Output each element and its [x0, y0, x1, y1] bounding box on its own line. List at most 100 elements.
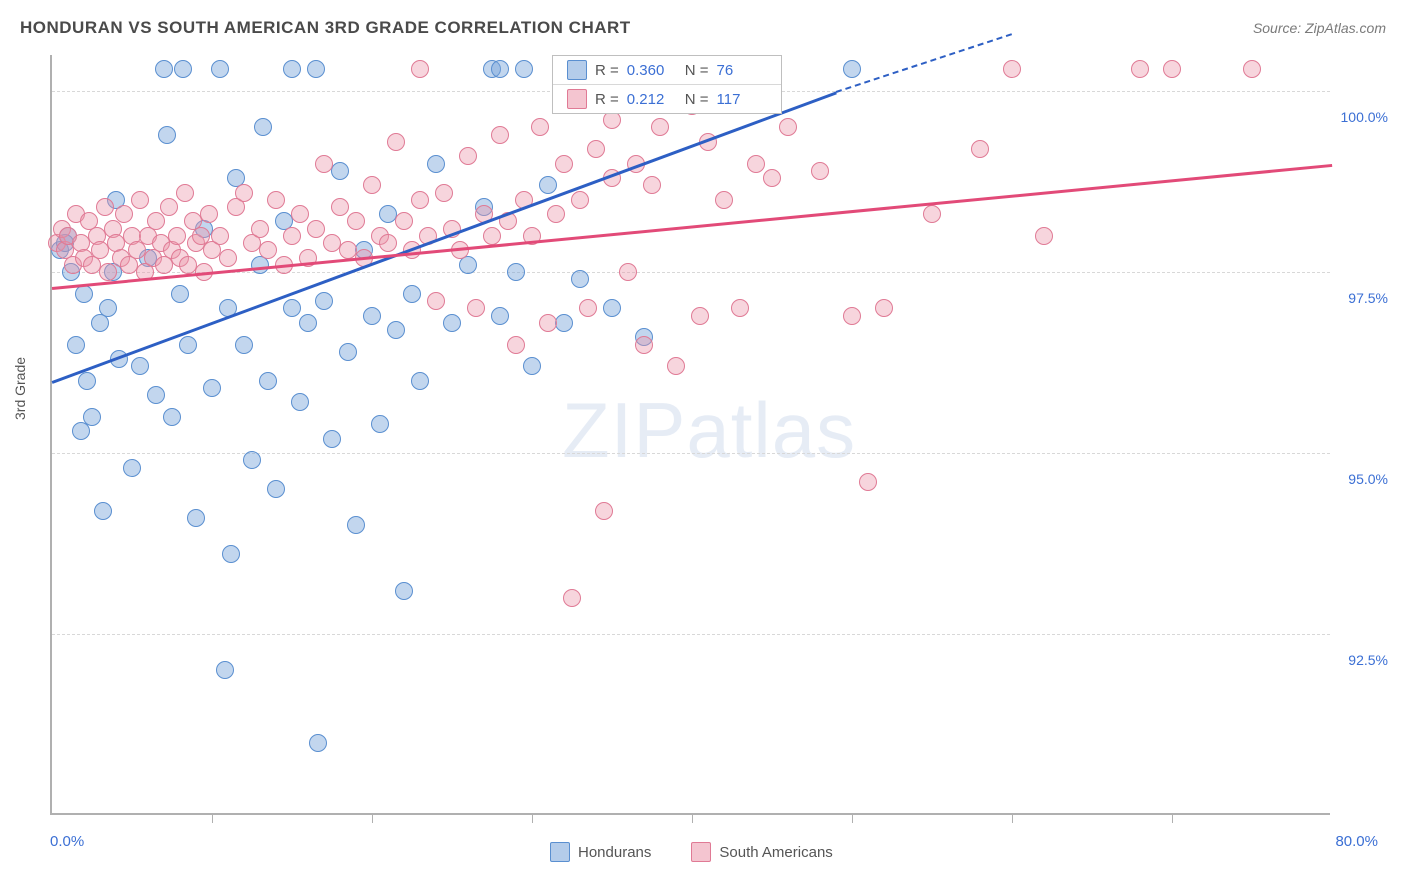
- x-tick: [692, 813, 693, 823]
- scatter-point: [315, 155, 333, 173]
- source-attribution: Source: ZipAtlas.com: [1253, 20, 1386, 36]
- header: HONDURAN VS SOUTH AMERICAN 3RD GRADE COR…: [0, 0, 1406, 46]
- scatter-point: [507, 336, 525, 354]
- legend-n-value: 117: [717, 91, 767, 108]
- scatter-point: [563, 589, 581, 607]
- scatter-point: [387, 321, 405, 339]
- legend-row: R =0.360N =76: [553, 56, 781, 85]
- scatter-point: [411, 372, 429, 390]
- legend-correlation: R =0.360N =76R =0.212N =117: [552, 55, 782, 114]
- scatter-point: [579, 299, 597, 317]
- scatter-point: [555, 314, 573, 332]
- scatter-point: [123, 459, 141, 477]
- scatter-point: [531, 118, 549, 136]
- scatter-point: [96, 198, 114, 216]
- scatter-point: [635, 336, 653, 354]
- scatter-point: [443, 314, 461, 332]
- scatter-point: [339, 343, 357, 361]
- y-tick-label: 97.5%: [1348, 290, 1388, 306]
- scatter-point: [555, 155, 573, 173]
- gridline: [52, 272, 1330, 273]
- scatter-point: [843, 60, 861, 78]
- scatter-point: [219, 249, 237, 267]
- scatter-point: [779, 118, 797, 136]
- scatter-point: [283, 60, 301, 78]
- scatter-point: [168, 227, 186, 245]
- scatter-point: [309, 734, 327, 752]
- scatter-point: [115, 205, 133, 223]
- scatter-point: [1035, 227, 1053, 245]
- watermark: ZIPatlas: [562, 385, 856, 476]
- scatter-point: [331, 198, 349, 216]
- scatter-point: [283, 227, 301, 245]
- x-tick: [372, 813, 373, 823]
- scatter-point: [147, 212, 165, 230]
- trend-line-pink: [52, 164, 1332, 290]
- legend-swatch: [567, 89, 587, 109]
- scatter-point: [200, 205, 218, 223]
- scatter-point: [83, 408, 101, 426]
- legend-item: Hondurans: [550, 842, 651, 862]
- scatter-point: [267, 480, 285, 498]
- scatter-point: [387, 133, 405, 151]
- chart-container: ZIPatlas 92.5%95.0%97.5%100.0%0.0%80.0%R…: [50, 55, 1330, 815]
- legend-swatch: [550, 842, 570, 862]
- watermark-light: atlas: [686, 386, 856, 474]
- y-tick-label: 92.5%: [1348, 652, 1388, 668]
- scatter-point: [427, 155, 445, 173]
- scatter-point: [523, 357, 541, 375]
- scatter-point: [539, 176, 557, 194]
- scatter-point: [667, 357, 685, 375]
- scatter-point: [163, 408, 181, 426]
- scatter-point: [843, 307, 861, 325]
- watermark-bold: ZIP: [562, 386, 686, 474]
- scatter-point: [427, 292, 445, 310]
- legend-r-value: 0.212: [627, 91, 677, 108]
- scatter-point: [571, 270, 589, 288]
- scatter-point: [435, 184, 453, 202]
- scatter-point: [203, 379, 221, 397]
- scatter-point: [222, 545, 240, 563]
- scatter-point: [78, 372, 96, 390]
- scatter-point: [307, 60, 325, 78]
- scatter-point: [75, 285, 93, 303]
- chart-title: HONDURAN VS SOUTH AMERICAN 3RD GRADE COR…: [20, 18, 631, 38]
- scatter-point: [187, 509, 205, 527]
- scatter-point: [411, 191, 429, 209]
- legend-label: Hondurans: [578, 844, 651, 861]
- legend-label: South Americans: [719, 844, 832, 861]
- scatter-point: [235, 184, 253, 202]
- scatter-point: [715, 191, 733, 209]
- scatter-point: [347, 516, 365, 534]
- scatter-point: [371, 415, 389, 433]
- scatter-point: [99, 263, 117, 281]
- legend-swatch: [691, 842, 711, 862]
- scatter-point: [811, 162, 829, 180]
- scatter-point: [619, 263, 637, 281]
- scatter-point: [315, 292, 333, 310]
- scatter-point: [467, 299, 485, 317]
- scatter-point: [1243, 60, 1261, 78]
- y-tick-label: 95.0%: [1348, 471, 1388, 487]
- scatter-point: [603, 299, 621, 317]
- scatter-point: [283, 299, 301, 317]
- scatter-point: [216, 661, 234, 679]
- scatter-point: [251, 220, 269, 238]
- scatter-point: [1163, 60, 1181, 78]
- scatter-point: [291, 205, 309, 223]
- scatter-point: [147, 386, 165, 404]
- scatter-point: [491, 60, 509, 78]
- scatter-point: [491, 126, 509, 144]
- scatter-point: [459, 147, 477, 165]
- y-tick-label: 100.0%: [1341, 109, 1388, 125]
- legend-item: South Americans: [691, 842, 832, 862]
- legend-bottom: Hondurans South Americans: [550, 842, 833, 862]
- plot-area: ZIPatlas 92.5%95.0%97.5%100.0%0.0%80.0%R…: [50, 55, 1330, 815]
- legend-r-value: 0.360: [627, 62, 677, 79]
- scatter-point: [747, 155, 765, 173]
- legend-n-label: N =: [685, 91, 709, 108]
- scatter-point: [971, 140, 989, 158]
- scatter-point: [1003, 60, 1021, 78]
- scatter-point: [363, 307, 381, 325]
- scatter-point: [587, 140, 605, 158]
